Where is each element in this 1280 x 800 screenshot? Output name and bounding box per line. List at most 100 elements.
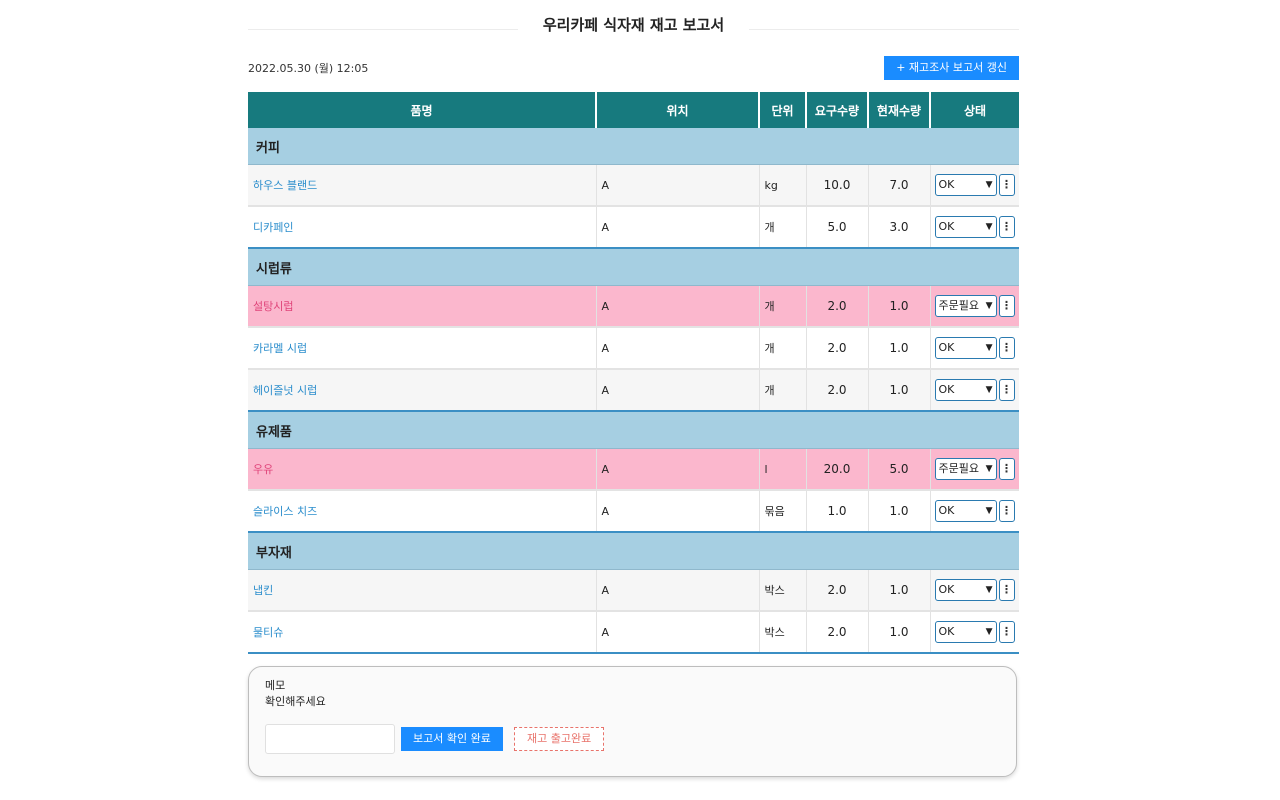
status-select-value: 주문필요: [938, 462, 979, 475]
table-row: 우유 A l 20.0 5.0 주문필요 ▼ ⋮: [248, 448, 1019, 491]
item-location: A: [596, 285, 760, 328]
item-unit: kg: [759, 164, 807, 207]
status-select-value: OK: [938, 383, 955, 396]
item-required: 2.0: [806, 369, 869, 412]
status-select[interactable]: OK ▼: [934, 174, 997, 196]
item-location: A: [596, 569, 760, 612]
more-options-icon[interactable]: ⋮: [998, 174, 1015, 196]
table-body: 커피 하우스 블랜드 A kg 10.0 7.0 OK ▼ ⋮ 디카페인 A 개 5…: [248, 128, 1019, 654]
title-divider-left: [248, 29, 518, 30]
status-select-value: 주문필요: [938, 299, 979, 312]
refresh-report-button[interactable]: + 재고조사 보고서 갱신: [884, 56, 1019, 80]
more-options-icon[interactable]: ⋮: [998, 621, 1015, 643]
column-header-unit: 단위: [759, 92, 807, 128]
item-unit: 박스: [759, 569, 807, 612]
item-current: 7.0: [868, 164, 931, 207]
table-row: 설탕시럽 A 개 2.0 1.0 주문필요 ▼ ⋮: [248, 285, 1019, 328]
category-row: 유제품: [248, 411, 1019, 449]
item-unit: 개: [759, 369, 807, 412]
item-required: 20.0: [806, 448, 869, 491]
item-location: A: [596, 164, 760, 207]
table-row: 헤이즐넛 시럽 A 개 2.0 1.0 OK ▼ ⋮: [248, 369, 1019, 412]
memo-text: 확인해주세요: [265, 695, 326, 708]
item-location: A: [596, 611, 760, 654]
column-header-status: 상태: [930, 92, 1019, 128]
category-label: 유제품: [248, 411, 1019, 449]
item-current: 1.0: [868, 611, 931, 654]
status-select[interactable]: OK ▼: [934, 500, 997, 522]
more-options-icon[interactable]: ⋮: [998, 295, 1015, 317]
status-select-value: OK: [938, 504, 955, 517]
status-select[interactable]: OK ▼: [934, 579, 997, 601]
column-header-required: 요구수량: [806, 92, 869, 128]
stock-released-button[interactable]: 재고 출고완료: [514, 727, 605, 751]
chevron-down-icon: ▼: [985, 585, 993, 595]
status-select[interactable]: 주문필요 ▼: [934, 295, 997, 317]
table-row: 디카페인 A 개 5.0 3.0 OK ▼ ⋮: [248, 206, 1019, 249]
category-label: 부자재: [248, 532, 1019, 570]
status-select[interactable]: OK ▼: [934, 379, 997, 401]
category-row: 부자재: [248, 532, 1019, 570]
report-container: 우리카페 식자재 재고 보고서 2022.05.30 (월) 12:05 + 재…: [248, 0, 1019, 654]
item-status-cell: OK ▼ ⋮: [930, 369, 1019, 412]
item-current: 1.0: [868, 490, 931, 533]
meta-row: 2022.05.30 (월) 12:05 + 재고조사 보고서 갱신: [248, 52, 1019, 92]
item-name-link[interactable]: 설탕시럽: [248, 285, 597, 328]
memo-input[interactable]: [265, 724, 395, 754]
item-current: 3.0: [868, 206, 931, 249]
category-row: 시럽류: [248, 248, 1019, 286]
item-location: A: [596, 369, 760, 412]
item-required: 2.0: [806, 285, 869, 328]
item-name-link[interactable]: 슬라이스 치즈: [248, 490, 597, 533]
item-name-link[interactable]: 물티슈: [248, 611, 597, 654]
item-name-link[interactable]: 하우스 블랜드: [248, 164, 597, 207]
item-name-link[interactable]: 헤이즐넛 시럽: [248, 369, 597, 412]
item-unit: 박스: [759, 611, 807, 654]
more-options-icon[interactable]: ⋮: [998, 337, 1015, 359]
item-location: A: [596, 327, 760, 370]
item-status-cell: OK ▼ ⋮: [930, 611, 1019, 654]
chevron-down-icon: ▼: [985, 385, 993, 395]
confirm-report-button[interactable]: 보고서 확인 완료: [401, 727, 503, 751]
category-row: 커피: [248, 128, 1019, 165]
memo-panel: 메모 확인해주세요 보고서 확인 완료 재고 출고완료: [248, 666, 1017, 777]
item-current: 1.0: [868, 369, 931, 412]
memo-label: 메모: [265, 679, 286, 692]
status-select-value: OK: [938, 625, 955, 638]
item-current: 1.0: [868, 327, 931, 370]
item-current: 5.0: [868, 448, 931, 491]
item-status-cell: OK ▼ ⋮: [930, 569, 1019, 612]
category-label: 시럽류: [248, 248, 1019, 286]
chevron-down-icon: ▼: [985, 301, 993, 311]
column-header-name: 품명: [248, 92, 597, 128]
item-current: 1.0: [868, 285, 931, 328]
chevron-down-icon: ▼: [985, 506, 993, 516]
item-unit: l: [759, 448, 807, 491]
item-required: 2.0: [806, 569, 869, 612]
item-status-cell: OK ▼ ⋮: [930, 206, 1019, 249]
inventory-table: 품명 위치 단위 요구수량 현재수량 상태 커피 하우스 블랜드 A kg 10…: [248, 92, 1019, 654]
status-select[interactable]: OK ▼: [934, 337, 997, 359]
more-options-icon[interactable]: ⋮: [998, 500, 1015, 522]
item-name-link[interactable]: 냅킨: [248, 569, 597, 612]
chevron-down-icon: ▼: [985, 222, 993, 232]
item-required: 2.0: [806, 327, 869, 370]
item-status-cell: OK ▼ ⋮: [930, 490, 1019, 533]
status-select[interactable]: OK ▼: [934, 621, 997, 643]
status-select[interactable]: OK ▼: [934, 216, 997, 238]
more-options-icon[interactable]: ⋮: [998, 579, 1015, 601]
table-row: 하우스 블랜드 A kg 10.0 7.0 OK ▼ ⋮: [248, 164, 1019, 207]
chevron-down-icon: ▼: [985, 627, 993, 637]
item-current: 1.0: [868, 569, 931, 612]
item-name-link[interactable]: 카라멜 시럽: [248, 327, 597, 370]
more-options-icon[interactable]: ⋮: [998, 379, 1015, 401]
status-select[interactable]: 주문필요 ▼: [934, 458, 997, 480]
page-title: 우리카페 식자재 재고 보고서: [542, 16, 725, 34]
more-options-icon[interactable]: ⋮: [998, 216, 1015, 238]
item-name-link[interactable]: 우유: [248, 448, 597, 491]
item-status-cell: OK ▼ ⋮: [930, 327, 1019, 370]
table-row: 물티슈 A 박스 2.0 1.0 OK ▼ ⋮: [248, 611, 1019, 654]
item-name-link[interactable]: 디카페인: [248, 206, 597, 249]
status-select-value: OK: [938, 178, 955, 191]
more-options-icon[interactable]: ⋮: [998, 458, 1015, 480]
